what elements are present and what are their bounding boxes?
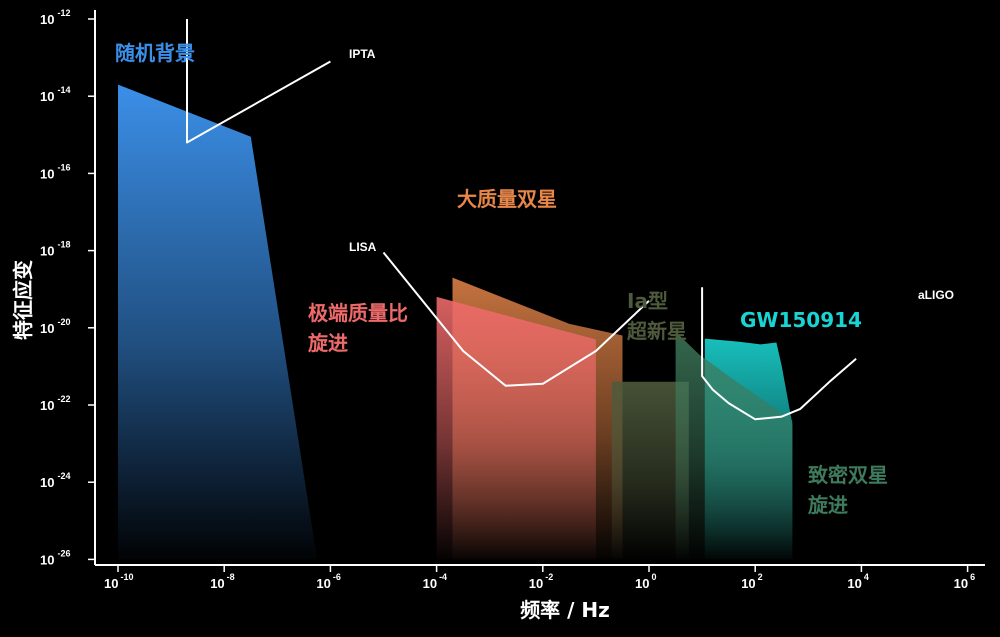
y-tick-label: 10 -18: [40, 240, 70, 259]
x-tick-label: 10 4: [847, 572, 868, 591]
detector-label: IPTA: [349, 47, 376, 61]
region-label: 大质量双星: [457, 187, 557, 211]
region-label: 旋进: [307, 331, 348, 355]
region-area: [436, 296, 596, 560]
x-tick-label: 10 -2: [529, 572, 553, 591]
region-label: 旋进: [807, 493, 848, 517]
x-tick-label: 10 0: [635, 572, 656, 591]
x-tick-label: 10 2: [741, 572, 762, 591]
y-tick-label: 10 -20: [40, 317, 70, 336]
detector-label: aLIGO: [918, 288, 954, 302]
y-tick-label: 10 -22: [40, 394, 70, 413]
y-tick-label: 10 -26: [40, 548, 70, 567]
axes: 10-12 10-14 10-16 10-18 10-20 10-22 10-24 10-26…: [40, 8, 985, 591]
y-tick-label: 10 -24: [40, 471, 70, 490]
region-area: [675, 331, 793, 560]
y-tick-label: 10 -16: [40, 162, 70, 181]
y-tick-label: 10 -12: [40, 8, 70, 27]
region-label: Ia型: [627, 289, 668, 313]
x-tick-label: 10 -8: [210, 572, 234, 591]
x-axis-title: 频率 / Hz: [520, 598, 610, 622]
y-axis-title: 特征应变: [11, 260, 35, 340]
region-label: 随机背景: [115, 41, 195, 65]
region-label: 致密双星: [808, 463, 888, 487]
x-tick-label: 10 -6: [316, 572, 340, 591]
region-label: 超新星: [626, 319, 687, 343]
source-regions: [118, 84, 793, 560]
y-tick-label: 10 -14: [40, 85, 70, 104]
x-tick-label: 10 6: [954, 572, 975, 591]
x-tick-label: 10 -4: [423, 572, 447, 591]
sensitivity-curves: [186, 19, 857, 421]
sensitivity-curve: [701, 287, 857, 421]
x-tick-label: 10 -10: [104, 572, 133, 591]
region-area: [118, 84, 318, 560]
region-label: GW150914: [740, 308, 862, 332]
sensitivity-curve: [186, 19, 331, 144]
detector-label: LISA: [349, 240, 377, 254]
sensitivity-curve: [382, 251, 650, 387]
region-area: [611, 381, 689, 560]
region-label: 极端质量比: [308, 301, 408, 325]
